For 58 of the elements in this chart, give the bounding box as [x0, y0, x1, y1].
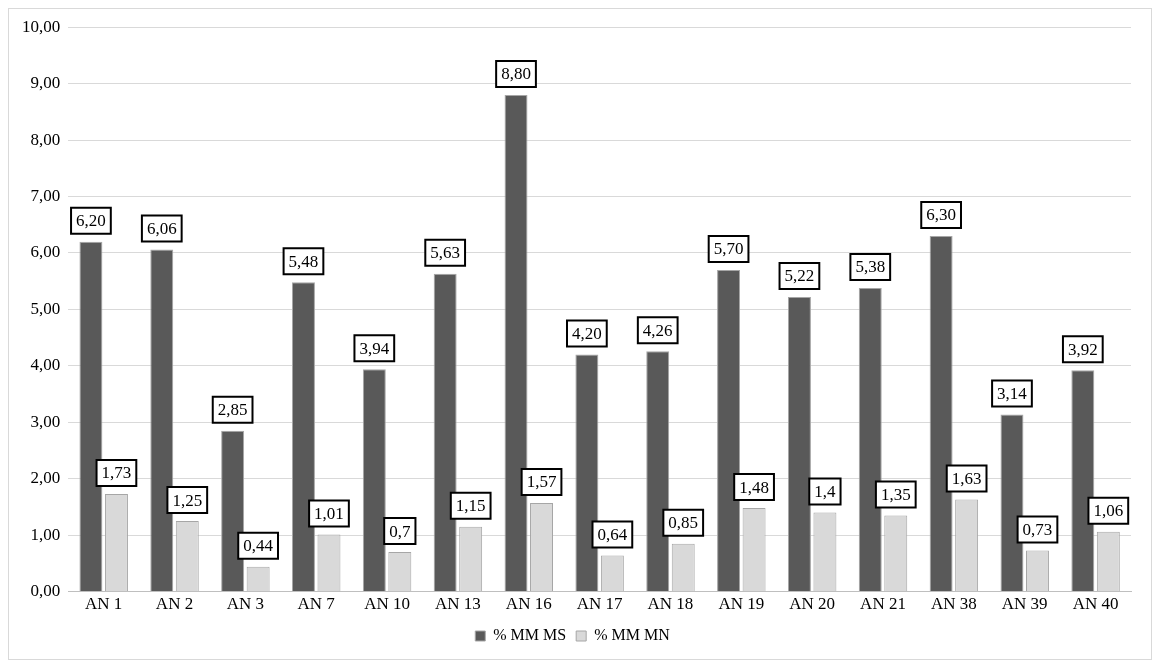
data-label: 1,48: [739, 477, 769, 497]
y-tick-label: 9,00: [30, 73, 61, 93]
data-label: 1,63: [951, 469, 982, 489]
y-tick-label: 0,00: [30, 581, 61, 601]
y-tick-label: 3,00: [30, 411, 61, 431]
legend-label: % MM MN: [594, 626, 671, 644]
x-tick-label: AN 18: [647, 594, 694, 614]
data-label: 1,01: [314, 504, 344, 524]
data-label: 0,73: [1022, 519, 1053, 539]
data-label: 3,92: [1067, 339, 1098, 359]
data-label: 1,4: [814, 482, 837, 502]
y-tick-label: 4,00: [30, 355, 61, 375]
data-label: 1,73: [101, 463, 132, 483]
x-tick-label: AN 2: [155, 594, 194, 614]
data-label: 2,85: [217, 400, 248, 420]
x-tick-label: AN 38: [930, 594, 977, 614]
x-tick-label: AN 39: [1001, 594, 1048, 614]
y-tick-label: 8,00: [30, 129, 61, 149]
data-label: 5,22: [784, 266, 815, 286]
data-label: 5,38: [855, 257, 886, 277]
x-tick-label: AN 17: [576, 594, 624, 614]
data-label: 6,30: [926, 205, 956, 225]
data-label: 0,85: [668, 513, 699, 533]
data-label: 5,63: [430, 243, 461, 263]
data-label: 5,48: [288, 251, 319, 271]
x-tick-label: AN 10: [364, 594, 410, 614]
y-tick-label: 10,00: [22, 16, 61, 36]
x-tick-label: AN 20: [789, 594, 836, 614]
x-tick-label: AN 3: [226, 594, 265, 614]
x-tick-label: AN 19: [718, 594, 765, 614]
data-label: 0,44: [243, 536, 274, 556]
data-label: 4,20: [572, 324, 602, 344]
data-label: 1,06: [1093, 501, 1124, 521]
data-label: 3,94: [359, 338, 390, 358]
x-tick-label: AN 7: [297, 594, 336, 614]
x-tick-label: AN 1: [85, 594, 123, 614]
data-label: 3,14: [997, 383, 1028, 403]
y-tick-label: 5,00: [30, 298, 61, 318]
x-tick-label: AN 13: [435, 594, 481, 614]
y-tick-label: 7,00: [30, 185, 61, 205]
data-label: 1,35: [880, 484, 911, 504]
x-tick-label: AN 21: [860, 594, 906, 614]
data-label: 4,26: [642, 320, 673, 340]
data-label: 1,25: [172, 490, 203, 510]
y-tick-label: 6,00: [30, 242, 61, 262]
x-tick-label: AN 16: [505, 594, 552, 614]
data-label: 1,15: [455, 496, 486, 516]
data-label: 8,80: [501, 64, 531, 84]
data-label: 1,57: [526, 472, 557, 492]
data-label: 0,7: [389, 521, 411, 541]
y-tick-label: 2,00: [30, 468, 61, 488]
data-label: 5,70: [713, 239, 744, 259]
x-tick-label: AN 40: [1072, 594, 1119, 614]
y-tick-label: 1,00: [30, 524, 61, 544]
data-label: 0,64: [597, 524, 628, 544]
data-label: 6,06: [146, 219, 177, 239]
legend-label: % MM MS: [493, 626, 567, 644]
data-label: 6,20: [76, 211, 106, 231]
